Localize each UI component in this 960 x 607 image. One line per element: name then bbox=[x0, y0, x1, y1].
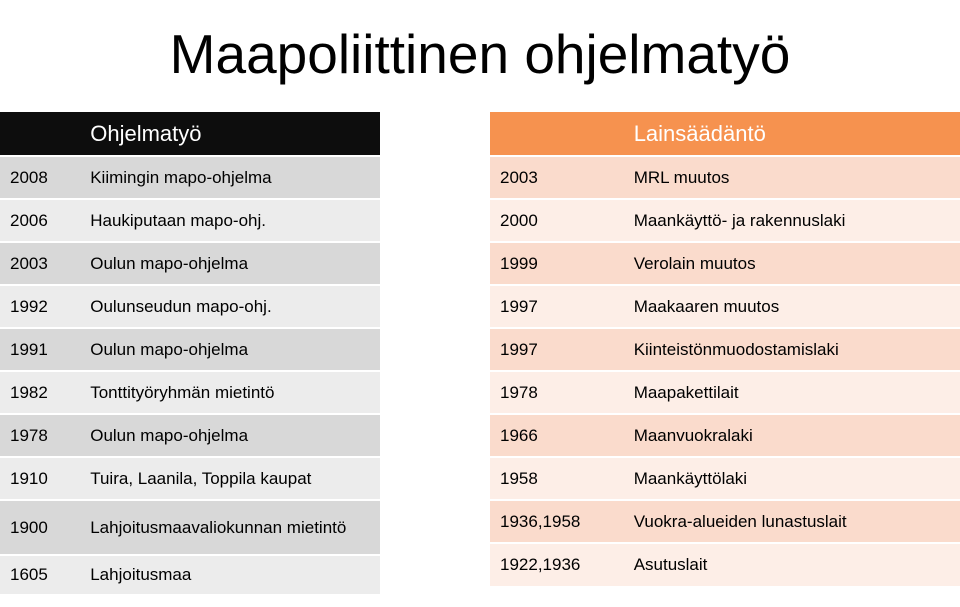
text-cell: Maankäyttö- ja rakennuslaki bbox=[623, 198, 960, 242]
year-cell: 1992 bbox=[0, 284, 81, 328]
table-row: 1605 Lahjoitusmaa bbox=[0, 554, 380, 594]
year-cell: 1936,1958 bbox=[490, 499, 624, 543]
year-cell: 1997 bbox=[490, 284, 624, 328]
year-cell: 1978 bbox=[490, 370, 624, 414]
table-row: 1900 Lahjoitusmaavaliokunnan mietintö bbox=[0, 499, 380, 555]
text-cell: Maanvuokralaki bbox=[623, 413, 960, 457]
text-cell: Haukiputaan mapo-ohj. bbox=[80, 198, 380, 242]
year-cell: 2006 bbox=[0, 198, 81, 242]
text-cell: Oulun mapo-ohjelma bbox=[80, 327, 380, 371]
year-cell: 1982 bbox=[0, 370, 81, 414]
table-row: 1958 Maankäyttölaki bbox=[490, 456, 960, 500]
year-cell: 1958 bbox=[490, 456, 624, 500]
year-cell: 2003 bbox=[490, 155, 624, 199]
year-cell: 1966 bbox=[490, 413, 624, 457]
table-row: 1997 Kiinteistönmuodostamislaki bbox=[490, 327, 960, 371]
table-row: 1966 Maanvuokralaki bbox=[490, 413, 960, 457]
header-label: Ohjelmatyö bbox=[80, 112, 380, 156]
table-header: Ohjelmatyö bbox=[0, 112, 380, 156]
text-cell: Kiinteistönmuodostamislaki bbox=[623, 327, 960, 371]
table-row: 1910 Tuira, Laanila, Toppila kaupat bbox=[0, 456, 380, 500]
table-row: 1997 Maakaaren muutos bbox=[490, 284, 960, 328]
text-cell: Lahjoitusmaa bbox=[80, 554, 380, 594]
text-cell: MRL muutos bbox=[623, 155, 960, 199]
text-cell: Tuira, Laanila, Toppila kaupat bbox=[80, 456, 380, 500]
text-cell: Tonttityöryhmän mietintö bbox=[80, 370, 380, 414]
page-title: Maapoliittinen ohjelmatyö bbox=[169, 23, 791, 85]
table-row: 2003 Oulun mapo-ohjelma bbox=[0, 241, 380, 285]
text-cell: Oulunseudun mapo-ohj. bbox=[80, 284, 380, 328]
table-row: 2003 MRL muutos bbox=[490, 155, 960, 199]
text-cell: Oulun mapo-ohjelma bbox=[80, 413, 380, 457]
table-row: 1999 Verolain muutos bbox=[490, 241, 960, 285]
legislation-table: Lainsäädäntö 2003 MRL muutos 2000 Maankä… bbox=[490, 112, 960, 586]
table-header: Lainsäädäntö bbox=[490, 112, 960, 156]
text-cell: Maapakettilait bbox=[623, 370, 960, 414]
year-cell: 1900 bbox=[0, 499, 81, 555]
table-row: 1936,1958 Vuokra-alueiden lunastuslait bbox=[490, 499, 960, 543]
text-cell: Maankäyttölaki bbox=[623, 456, 960, 500]
table-row: 1991 Oulun mapo-ohjelma bbox=[0, 327, 380, 371]
header-empty-cell bbox=[0, 112, 81, 156]
program-table: Ohjelmatyö 2008 Kiimingin mapo-ohjelma 2… bbox=[0, 112, 380, 594]
header-label: Lainsäädäntö bbox=[623, 112, 960, 156]
year-cell: 1978 bbox=[0, 413, 81, 457]
table-row: 1978 Maapakettilait bbox=[490, 370, 960, 414]
table-row: 2006 Haukiputaan mapo-ohj. bbox=[0, 198, 380, 242]
year-cell: 1999 bbox=[490, 241, 624, 285]
header-empty-cell bbox=[490, 112, 624, 156]
text-cell: Verolain muutos bbox=[623, 241, 960, 285]
year-cell: 1910 bbox=[0, 456, 81, 500]
year-cell: 1991 bbox=[0, 327, 81, 371]
text-cell: Asutuslait bbox=[623, 542, 960, 586]
table-row: 2008 Kiimingin mapo-ohjelma bbox=[0, 155, 380, 199]
year-cell: 2003 bbox=[0, 241, 81, 285]
text-cell: Vuokra-alueiden lunastuslait bbox=[623, 499, 960, 543]
text-cell: Kiimingin mapo-ohjelma bbox=[80, 155, 380, 199]
year-cell: 1922,1936 bbox=[490, 542, 624, 586]
year-cell: 1605 bbox=[0, 554, 81, 594]
year-cell: 1997 bbox=[490, 327, 624, 371]
text-cell: Maakaaren muutos bbox=[623, 284, 960, 328]
year-cell: 2000 bbox=[490, 198, 624, 242]
table-row: 2000 Maankäyttö- ja rakennuslaki bbox=[490, 198, 960, 242]
table-row: 1922,1936 Asutuslait bbox=[490, 542, 960, 586]
text-cell: Lahjoitusmaavaliokunnan mietintö bbox=[80, 499, 380, 555]
table-row: 1982 Tonttityöryhmän mietintö bbox=[0, 370, 380, 414]
text-cell: Oulun mapo-ohjelma bbox=[80, 241, 380, 285]
table-row: 1992 Oulunseudun mapo-ohj. bbox=[0, 284, 380, 328]
year-cell: 2008 bbox=[0, 155, 81, 199]
table-row: 1978 Oulun mapo-ohjelma bbox=[0, 413, 380, 457]
